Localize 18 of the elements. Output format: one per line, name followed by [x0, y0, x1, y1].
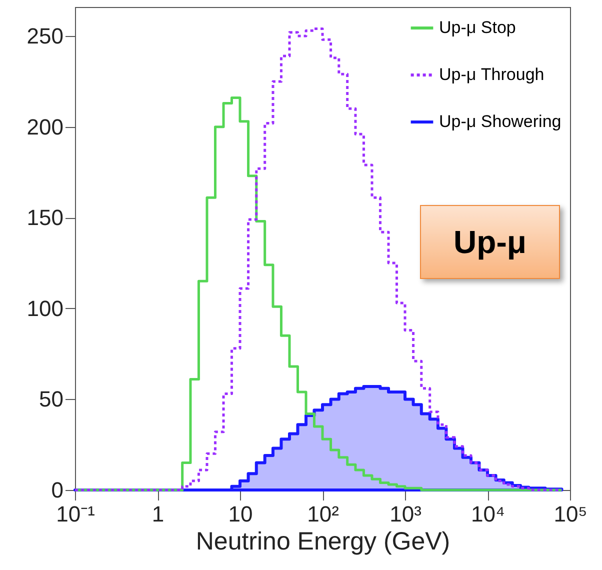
y-tick-label: 0 — [51, 478, 64, 502]
y-tick-label: 100 — [26, 296, 64, 321]
y-tick-label: 200 — [26, 114, 64, 140]
x-tick-label: 10⁻¹ — [56, 502, 95, 526]
legend-label: Up-μ Showering — [439, 112, 562, 131]
y-tick-label: 250 — [26, 24, 64, 49]
x-tick-label: 10² — [307, 502, 339, 526]
x-tick-label: 1 — [152, 502, 164, 526]
x-tick-label: 10³ — [390, 502, 422, 526]
annotation: Up-μ — [420, 205, 560, 279]
x-tick-label: 10 — [228, 502, 253, 526]
y-tick-label: 150 — [26, 205, 64, 230]
legend-label: Up-μ Stop — [439, 18, 516, 37]
legend-label: Up-μ Through — [439, 65, 544, 84]
x-tick-label: 10⁴ — [471, 502, 505, 526]
x-tick-label: 10⁵ — [554, 502, 588, 526]
y-tick-label: 50 — [39, 386, 64, 412]
x-axis-title: Neutrino Energy (GeV) — [196, 528, 450, 556]
